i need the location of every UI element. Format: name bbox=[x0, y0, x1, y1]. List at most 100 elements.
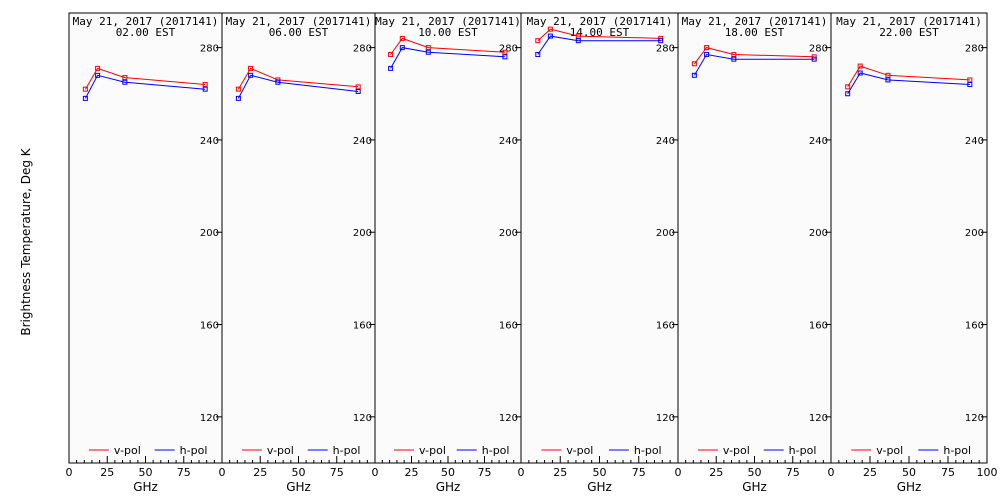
data-point-h-pol bbox=[535, 52, 541, 58]
data-point-h-pol bbox=[811, 56, 817, 62]
x-tick-label: 50 bbox=[139, 466, 153, 479]
panel-1: May 21, 2017 (2017141)02.00 EST 120 160 200… bbox=[66, 12, 223, 494]
x-axis-label: GHz bbox=[133, 480, 158, 494]
y-tick-label: 200 bbox=[656, 228, 675, 239]
x-tick-label: 0 bbox=[518, 466, 525, 479]
legend-label-v-pol: v-pol bbox=[114, 444, 141, 457]
panel-title: May 21, 2017 (2017141) bbox=[836, 15, 982, 28]
data-point-h-pol bbox=[967, 82, 973, 88]
panel-title: May 21, 2017 (2017141) bbox=[73, 15, 219, 28]
y-tick-label: 120 bbox=[809, 413, 828, 424]
panel-5: May 21, 2017 (2017141)18.00 EST 120 160 200… bbox=[675, 12, 832, 494]
y-tick-label: 240 bbox=[656, 136, 675, 147]
legend-label-v-pol: v-pol bbox=[419, 444, 446, 457]
panel-4: May 21, 2017 (2017141)14.00 EST 120 160 200… bbox=[518, 12, 679, 494]
series-line-v-pol bbox=[537, 28, 661, 42]
y-tick-label: 200 bbox=[499, 228, 518, 239]
series-line-h-pol bbox=[84, 74, 206, 99]
panel-subtitle: 02.00 EST bbox=[116, 26, 176, 39]
data-point-v-pol bbox=[122, 75, 128, 81]
legend-label-h-pol: h-pol bbox=[634, 444, 662, 457]
x-tick-label: 50 bbox=[593, 466, 607, 479]
y-tick-label: 160 bbox=[965, 321, 984, 332]
panel-title: May 21, 2017 (2017141) bbox=[375, 15, 521, 28]
y-tick-label: 160 bbox=[656, 321, 675, 332]
x-tick-label: 75 bbox=[632, 466, 646, 479]
panel-3: May 21, 2017 (2017141)10.00 EST 120 160 200… bbox=[372, 12, 522, 494]
series-line-h-pol bbox=[390, 47, 505, 69]
legend-label-v-pol: v-pol bbox=[267, 444, 294, 457]
data-point-h-pol bbox=[275, 79, 281, 85]
panel-title: May 21, 2017 (2017141) bbox=[527, 15, 673, 28]
y-axis-label: Brightness Temperature, Deg K bbox=[19, 147, 33, 335]
y-tick-label: 280 bbox=[965, 44, 984, 55]
y-tick-label: 120 bbox=[353, 413, 372, 424]
x-tick-label: 75 bbox=[478, 466, 492, 479]
series-line-h-pol bbox=[847, 72, 970, 95]
legend-label-v-pol: v-pol bbox=[723, 444, 750, 457]
series-line-v-pol bbox=[694, 47, 815, 65]
data-point-h-pol bbox=[202, 86, 208, 92]
x-tick-label: 75 bbox=[786, 466, 800, 479]
legend-label-h-pol: h-pol bbox=[943, 444, 971, 457]
x-axis-label: GHz bbox=[897, 480, 922, 494]
series-line-v-pol bbox=[847, 65, 970, 88]
x-tick-label: 100 bbox=[977, 466, 998, 479]
legend-label-h-pol: h-pol bbox=[333, 444, 361, 457]
data-point-h-pol bbox=[248, 72, 254, 78]
y-tick-label: 200 bbox=[353, 228, 372, 239]
data-point-v-pol bbox=[845, 84, 851, 90]
data-point-h-pol bbox=[731, 56, 737, 62]
data-point-h-pol bbox=[122, 79, 128, 85]
y-tick-label: 240 bbox=[965, 136, 984, 147]
data-point-h-pol bbox=[575, 38, 581, 44]
panel-title: May 21, 2017 (2017141) bbox=[226, 15, 372, 28]
y-tick-label: 200 bbox=[200, 228, 219, 239]
y-tick-label: 160 bbox=[200, 321, 219, 332]
x-tick-label: 25 bbox=[100, 466, 114, 479]
data-point-v-pol bbox=[547, 26, 553, 32]
x-tick-label: 75 bbox=[177, 466, 191, 479]
y-tick-label: 280 bbox=[200, 44, 219, 55]
data-point-v-pol bbox=[731, 52, 737, 58]
panel-subtitle: 14.00 EST bbox=[570, 26, 630, 39]
x-tick-label: 50 bbox=[902, 466, 916, 479]
x-tick-label: 75 bbox=[330, 466, 344, 479]
x-tick-label: 25 bbox=[553, 466, 567, 479]
data-point-h-pol bbox=[704, 52, 710, 58]
x-tick-label: 25 bbox=[863, 466, 877, 479]
y-tick-label: 240 bbox=[200, 136, 219, 147]
x-axis-label: GHz bbox=[436, 480, 461, 494]
series-line-h-pol bbox=[537, 35, 661, 55]
y-tick-label: 120 bbox=[499, 413, 518, 424]
panel-subtitle: 18.00 EST bbox=[725, 26, 785, 39]
x-tick-label: 50 bbox=[748, 466, 762, 479]
x-tick-label: 50 bbox=[441, 466, 455, 479]
y-tick-label: 280 bbox=[353, 44, 372, 55]
data-point-h-pol bbox=[82, 95, 88, 101]
data-point-v-pol bbox=[95, 65, 101, 71]
data-point-h-pol bbox=[235, 95, 241, 101]
legend-label-v-pol: v-pol bbox=[876, 444, 903, 457]
data-point-v-pol bbox=[235, 86, 241, 92]
y-tick-label: 280 bbox=[656, 44, 675, 55]
data-point-v-pol bbox=[248, 65, 254, 71]
y-tick-label: 200 bbox=[809, 228, 828, 239]
y-tick-label: 160 bbox=[499, 321, 518, 332]
x-tick-label: 25 bbox=[405, 466, 419, 479]
series-line-h-pol bbox=[237, 74, 359, 99]
x-tick-label: 0 bbox=[219, 466, 226, 479]
x-tick-label: 75 bbox=[941, 466, 955, 479]
y-tick-label: 200 bbox=[965, 228, 984, 239]
y-tick-label: 240 bbox=[499, 136, 518, 147]
y-tick-label: 160 bbox=[353, 321, 372, 332]
data-point-v-pol bbox=[704, 45, 710, 51]
data-point-h-pol bbox=[355, 88, 361, 94]
series-line-v-pol bbox=[84, 67, 206, 90]
y-tick-label: 120 bbox=[200, 413, 219, 424]
data-point-v-pol bbox=[355, 84, 361, 90]
x-axis-label: GHz bbox=[587, 480, 612, 494]
series-line-v-pol bbox=[390, 37, 505, 55]
data-point-v-pol bbox=[535, 38, 541, 44]
